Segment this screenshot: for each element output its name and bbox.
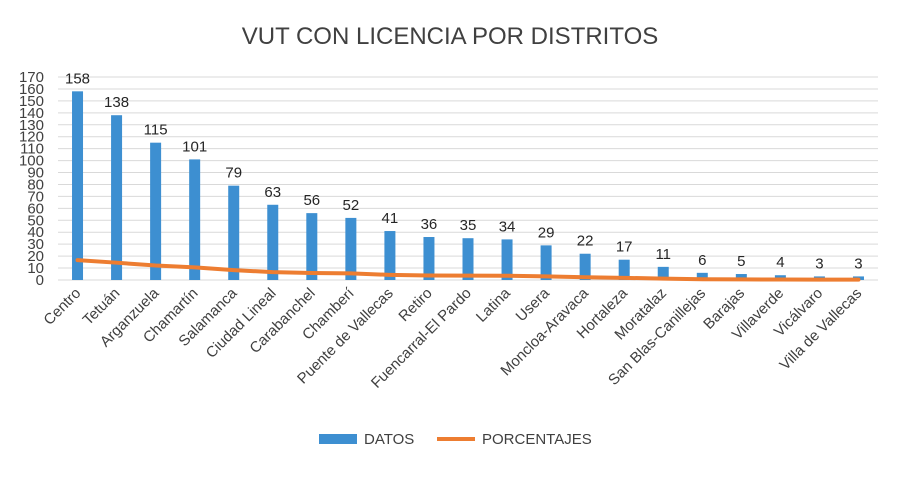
y-tick-label: 150 (19, 93, 44, 110)
bar-value-label: 56 (303, 192, 320, 209)
percent-point (115, 261, 119, 265)
bar (189, 159, 201, 280)
percent-point (193, 265, 197, 269)
bar-value-label: 34 (499, 218, 516, 235)
bar (267, 204, 279, 280)
bar-value-label: 115 (144, 122, 168, 139)
bar (111, 115, 123, 280)
bar-value-label: 35 (460, 217, 477, 234)
bar (228, 185, 240, 280)
y-tick-label: 120 (19, 129, 44, 146)
y-tick-label: 30 (27, 236, 44, 253)
y-tick-label: 170 (19, 69, 44, 86)
y-tick-label: 40 (27, 224, 44, 241)
bar-value-label: 3 (815, 255, 823, 272)
chart-title: VUT CON LICENCIA POR DISTRITOS (242, 23, 659, 50)
y-tick-label: 90 (27, 165, 44, 182)
percent-point (622, 276, 626, 280)
bar-value-label: 3 (854, 255, 862, 272)
y-tick-label: 70 (27, 188, 44, 205)
bars (72, 91, 864, 281)
bar (735, 274, 747, 280)
y-tick-label: 50 (27, 212, 44, 229)
bar-value-label: 63 (264, 184, 281, 201)
percent-point (466, 274, 470, 278)
bar (306, 213, 318, 280)
y-tick-label: 80 (27, 176, 44, 193)
percent-point (661, 277, 665, 281)
legend: DATOS PORCENTAJES (319, 431, 592, 448)
percent-point (232, 268, 236, 272)
percent-point (388, 273, 392, 277)
bar (72, 91, 84, 281)
percent-point (427, 273, 431, 277)
percent-point (76, 258, 80, 262)
percent-point (778, 278, 782, 282)
percent-point (310, 271, 314, 275)
percent-point (700, 277, 704, 281)
bar (384, 231, 396, 280)
bar (579, 253, 591, 280)
legend-bar-swatch (319, 434, 357, 444)
percent-point (349, 271, 353, 275)
bar-value-label: 4 (776, 254, 784, 271)
y-tick-label: 0 (36, 272, 44, 289)
x-axis-ticks: CentroTetuánArganzuelaChamartínSalamanca… (40, 284, 865, 392)
percent-point (856, 278, 860, 282)
bar (501, 239, 513, 280)
legend-line-label: PORCENTAJES (482, 431, 592, 448)
percent-point (817, 278, 821, 282)
bar (423, 237, 435, 280)
bar (150, 142, 162, 280)
bar (540, 245, 552, 280)
percent-point (739, 277, 743, 281)
y-tick-label: 110 (20, 141, 44, 158)
percent-point (544, 274, 548, 278)
bar (657, 266, 669, 280)
bar-value-label: 36 (421, 216, 438, 233)
bar (696, 272, 708, 280)
y-tick-label: 20 (27, 248, 44, 265)
y-axis-ticks: 0102030405060708090100110120130140150160… (19, 69, 44, 289)
data-labels: 158 138 115 101 79 63 56 52 41 36 35 34 29 22 17 11 6 5 4 3… (65, 70, 863, 272)
bar (462, 238, 474, 280)
bar-value-label: 17 (616, 239, 633, 256)
y-tick-label: 130 (19, 117, 44, 134)
bar-value-label: 29 (538, 224, 555, 241)
y-tick-label: 10 (27, 260, 44, 277)
bar-value-label: 52 (343, 197, 360, 214)
bar-value-label: 22 (577, 233, 594, 250)
y-tick-label: 160 (19, 81, 44, 98)
legend-line-swatch (437, 437, 475, 441)
bar-value-label: 5 (737, 253, 745, 270)
bar-value-label: 41 (382, 210, 399, 227)
percent-point (583, 275, 587, 279)
bar-value-label: 138 (104, 94, 129, 111)
bar-value-label: 79 (225, 165, 242, 182)
percent-line (75, 258, 861, 282)
x-tick-label: Latina (473, 284, 514, 325)
y-tick-label: 100 (19, 153, 44, 170)
y-tick-label: 140 (19, 105, 44, 122)
bar-value-label: 6 (698, 252, 706, 269)
percent-point (505, 274, 509, 278)
bar (345, 217, 357, 280)
bar (618, 259, 630, 280)
percent-point (154, 264, 158, 268)
percent-point (271, 270, 275, 274)
bar-value-label: 11 (655, 246, 671, 263)
bar-value-label: 158 (65, 70, 90, 87)
x-tick-label: Centro (40, 285, 84, 329)
y-tick-label: 60 (27, 200, 44, 217)
bar-value-label: 101 (182, 138, 207, 155)
legend-bar-label: DATOS (364, 431, 414, 448)
